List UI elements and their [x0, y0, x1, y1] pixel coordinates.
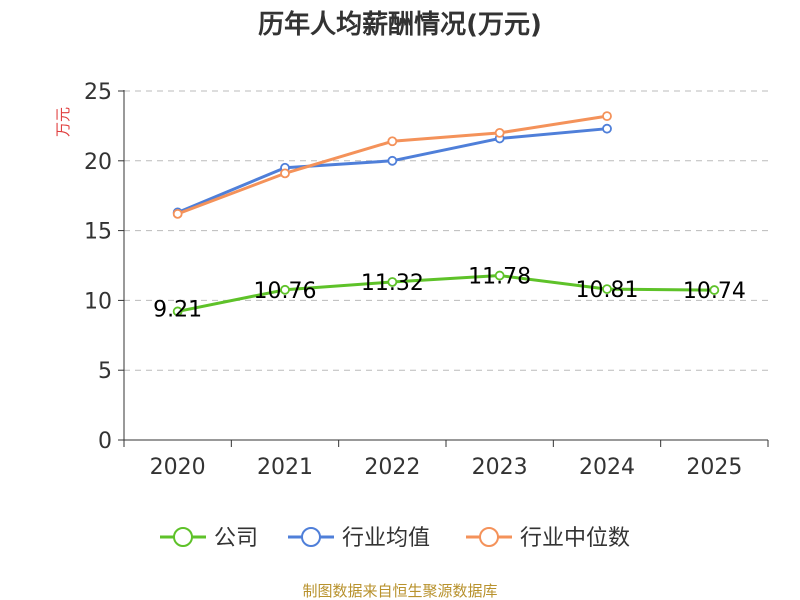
x-tick-label: 2024 — [579, 455, 635, 480]
data-point — [172, 306, 183, 317]
x-tick-label: 2022 — [364, 455, 420, 480]
data-point — [709, 285, 720, 295]
data-point — [172, 208, 183, 219]
y-tick-label: 5 — [98, 359, 112, 384]
data-point — [387, 277, 398, 287]
y-axis-label: 万元 — [54, 107, 72, 137]
legend-item: 公司 — [160, 526, 258, 551]
x-tick-label: 2020 — [150, 455, 206, 480]
y-tick-label: 15 — [84, 220, 112, 245]
x-tick-label: 2023 — [472, 455, 528, 480]
data-point — [280, 168, 290, 179]
data-point — [494, 270, 505, 281]
legend: 公司 行业均值 行业中位数 — [160, 526, 630, 551]
series-0 — [172, 270, 720, 317]
legend-item: 行业中位数 — [466, 526, 630, 551]
legend-item: 行业均值 — [288, 526, 430, 551]
data-label: 11.78 — [468, 265, 531, 290]
legend-marker — [173, 527, 193, 547]
source-note: 制图数据来自恒生聚源数据库 — [302, 582, 497, 600]
data-label: 10.76 — [254, 279, 317, 304]
y-tick-label: 25 — [84, 80, 112, 105]
data-label: 10.81 — [576, 278, 639, 303]
y-tick-label: 20 — [84, 150, 112, 175]
data-point — [602, 123, 612, 134]
legend-marker — [479, 527, 499, 547]
series-lines — [172, 111, 720, 317]
data-point — [280, 284, 290, 295]
x-tick-label: 2025 — [686, 455, 742, 480]
chart-title: 历年人均薪酬情况(万元) — [258, 9, 542, 40]
legend-label: 行业均值 — [342, 526, 430, 551]
y-tick-label: 10 — [84, 289, 112, 314]
data-point — [602, 284, 612, 294]
legend-label: 行业中位数 — [520, 526, 630, 551]
data-label: 11.32 — [361, 271, 424, 296]
data-point — [602, 111, 612, 122]
y-tick-label: 0 — [98, 429, 112, 454]
series-line — [177, 274, 715, 313]
data-label: 9.21 — [153, 297, 202, 322]
series-2 — [172, 111, 612, 219]
grid-lines — [124, 90, 768, 371]
legend-marker — [301, 527, 321, 547]
x-tick-label: 2021 — [257, 455, 313, 480]
data-label: 10.74 — [683, 279, 746, 304]
data-point — [387, 136, 398, 147]
data-point — [494, 127, 505, 138]
legend-label: 公司 — [214, 526, 258, 551]
data-point — [387, 155, 398, 166]
data-labels: 9.21 10.76 11.32 11.78 10.81 10.74 — [153, 265, 746, 323]
